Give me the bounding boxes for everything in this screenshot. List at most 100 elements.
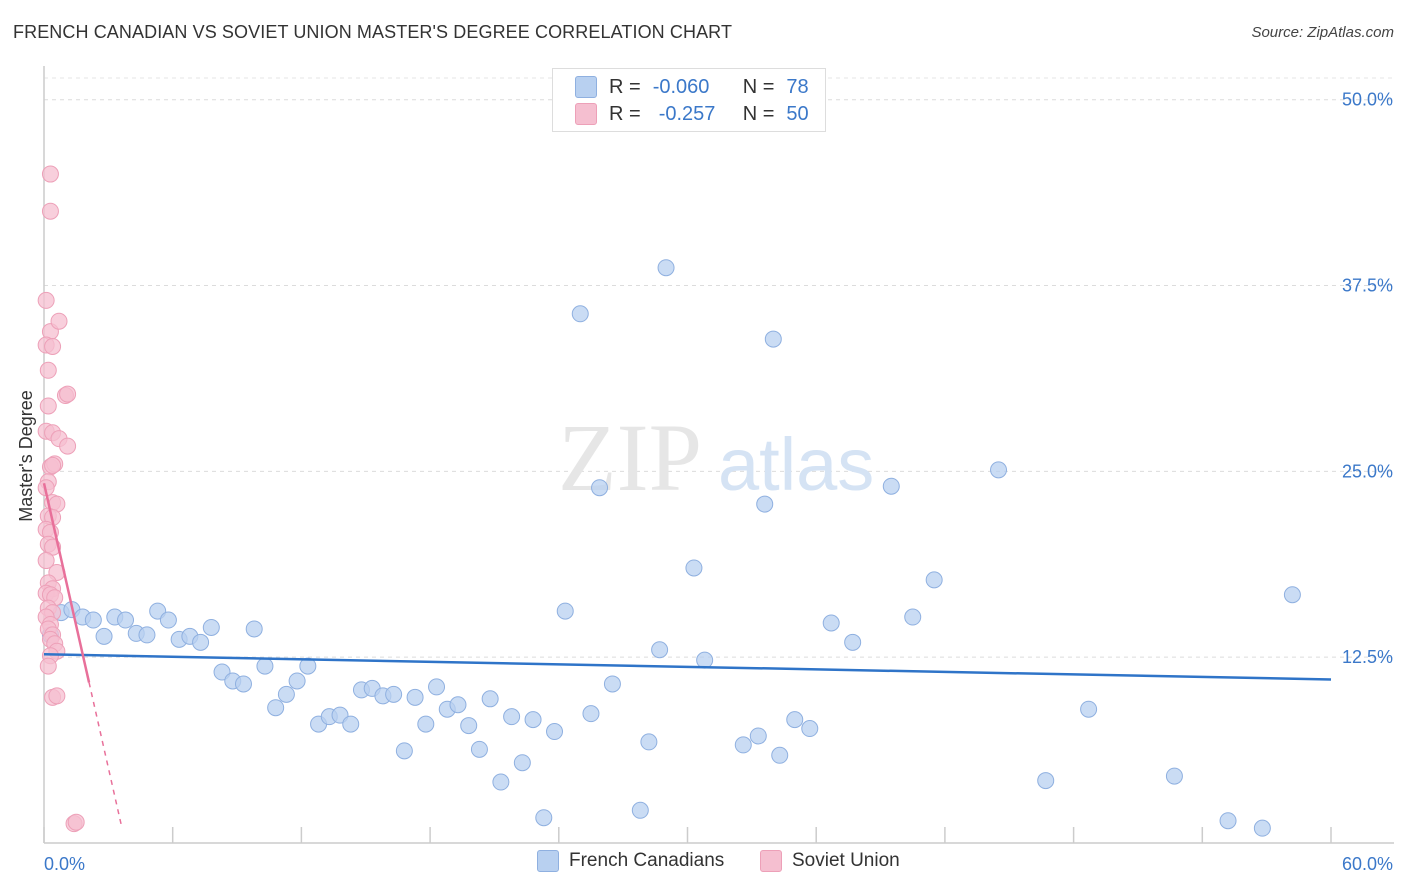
legend-label-french-canadians: French Canadians [569,850,725,871]
data-point [84,611,102,629]
data-point [657,259,675,277]
data-point [591,479,609,497]
data-point [245,620,263,638]
y-tick-label: 12.5% [1342,647,1393,667]
legend-item-french-canadians[interactable]: French Canadians [537,850,724,872]
data-point [117,611,135,629]
x-tick-label: 60.0% [1342,854,1393,874]
source-label: Source: ZipAtlas.com [1251,24,1394,41]
watermark-atlas: atlas [718,423,874,506]
n-label: N = [742,102,775,125]
watermark-zip: ZIP [558,404,702,511]
legend-item-soviet-union[interactable]: Soviet Union [760,850,900,872]
data-point [44,337,62,355]
data-point [37,552,55,570]
data-point [299,657,317,675]
r-value-french-canadians: -0.060 [652,75,710,98]
stats-row-soviet-union: R = -0.257 N = 50 [575,101,809,127]
y-tick-label: 50.0% [1342,90,1393,110]
data-point [631,801,649,819]
data-point [50,312,68,330]
watermark: ZIP atlas [558,404,874,511]
data-point [59,385,77,403]
data-point [449,696,467,714]
data-point [556,602,574,620]
data-point [39,657,57,675]
data-point [749,727,767,745]
data-point [1080,700,1098,718]
data-point [41,202,59,220]
data-point [734,736,752,754]
pink-swatch [575,103,597,125]
data-point [41,165,59,183]
legend-label-soviet-union: Soviet Union [792,850,900,871]
stats-row-french-canadians: R = -0.060 N = 78 [575,74,809,100]
blue-swatch [575,76,597,98]
gridlines [44,77,1394,658]
data-point [395,742,413,760]
data-point [801,720,819,738]
data-point [481,690,499,708]
tick-labels: 12.5% 25.0% 37.5% 50.0% 0.0% 60.0% [44,90,1393,874]
series-soviet-union [37,165,85,833]
data-point [428,678,446,696]
data-point [460,717,478,735]
data-point [756,495,774,513]
data-point [882,477,900,495]
data-point [640,733,658,751]
data-point [492,773,510,791]
data-point [651,641,669,659]
stats-legend: R = -0.060 N = 78 R = -0.257 N = 50 [552,68,826,132]
data-point [844,633,862,651]
data-point [406,688,424,706]
chart-title: FRENCH CANADIAN VS SOVIET UNION MASTER'S… [13,22,733,42]
data-point [1037,772,1055,790]
data-point [535,809,553,827]
data-point [771,746,789,764]
data-point [159,611,177,629]
data-point [385,685,403,703]
data-point [342,715,360,733]
data-point [39,361,57,379]
data-point [546,723,564,741]
data-point [786,711,804,729]
data-point [524,711,542,729]
data-point [696,651,714,669]
data-point [267,699,285,717]
data-point [603,675,621,693]
data-point [685,559,703,577]
blue-swatch [537,850,559,872]
data-point [1219,812,1237,830]
n-value-french-canadians: 78 [786,75,809,98]
data-point [764,330,782,348]
n-value-soviet-union: 50 [786,102,809,125]
trend-line-soviet-union [42,482,91,683]
data-point [44,456,62,474]
data-point [48,687,66,705]
x-tick-label: 0.0% [44,854,85,874]
data-point [503,708,521,726]
data-point [67,813,85,831]
trend-lines [42,482,1332,825]
data-point [417,715,435,733]
data-point [990,461,1008,479]
axes [43,66,1394,844]
data-point [925,571,943,589]
data-point [277,685,295,703]
data-point [138,626,156,644]
data-point [39,397,57,415]
data-point [95,627,113,645]
data-point [234,675,252,693]
r-value-soviet-union: -0.257 [658,102,716,125]
bottom-legend: French Canadians Soviet Union [0,850,1406,880]
data-point [1165,767,1183,785]
data-point [571,305,589,323]
r-label: R = [609,102,641,125]
data-point [582,705,600,723]
data-point [37,291,55,309]
y-axis-label: Master's Degree [16,390,36,521]
r-label: R = [609,75,641,98]
trend-line-french-canadians [43,652,1332,681]
data-point [470,740,488,758]
